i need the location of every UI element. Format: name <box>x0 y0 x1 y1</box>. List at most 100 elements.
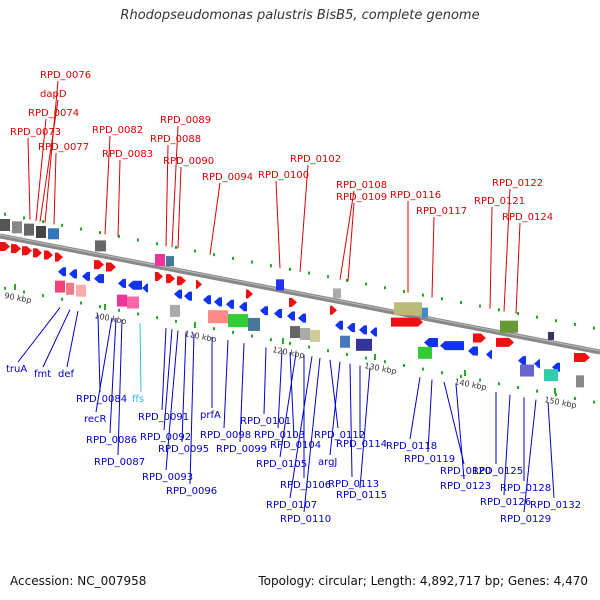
tick-mark <box>403 289 405 293</box>
reverse-gene-label: RPD_0086 <box>86 435 137 446</box>
forward-feature-box <box>24 223 34 236</box>
reverse-gene-arrow <box>298 313 306 323</box>
reverse-gene-label: RPD_0132 <box>530 500 581 511</box>
forward-gene-arrow <box>11 244 21 254</box>
forward-feature-box <box>500 320 518 333</box>
tick-mark <box>270 264 272 268</box>
reverse-gene-label: RPD_0123 <box>440 481 491 492</box>
reverse-gene-label: RPD_0126 <box>480 497 531 508</box>
tick-mark <box>498 382 500 386</box>
forward-gene-label: dapD <box>40 89 67 100</box>
forward-feature-box <box>422 307 428 318</box>
forward-label-line <box>209 182 221 255</box>
tick-mark <box>308 345 310 349</box>
tick-mark <box>479 378 481 382</box>
reverse-gene-label: RPD_0105 <box>256 459 307 470</box>
reverse-label-line <box>17 307 61 363</box>
scale-tick <box>554 388 556 394</box>
forward-gene-label: RPD_0117 <box>416 206 467 217</box>
tick-mark <box>346 278 348 282</box>
reverse-gene-label: ffs <box>132 394 144 405</box>
reverse-label-line <box>523 399 537 513</box>
reverse-gene-label: RPD_0099 <box>216 444 267 455</box>
tick-mark <box>251 334 253 338</box>
reverse-feature-box <box>208 310 228 324</box>
tick-mark <box>555 319 557 323</box>
reverse-feature-box <box>55 280 65 293</box>
forward-gene-arrow <box>33 248 42 258</box>
tick-mark <box>289 267 291 271</box>
forward-feature-box <box>276 279 284 291</box>
tick-mark <box>365 356 367 360</box>
forward-gene-label: RPD_0100 <box>258 170 309 181</box>
reverse-gene-arrow <box>260 306 268 316</box>
reverse-gene-label: RPD_0092 <box>140 432 191 443</box>
tick-mark <box>175 245 177 249</box>
reverse-gene-label: RPD_0107 <box>266 500 317 511</box>
reverse-label-line <box>289 356 313 499</box>
reverse-gene-arrow <box>226 299 234 309</box>
reverse-gene-arrow <box>58 267 66 277</box>
tick-mark <box>536 315 538 319</box>
tick-mark <box>99 231 101 235</box>
reverse-gene-arrow <box>69 269 77 279</box>
tick-mark <box>460 300 462 304</box>
reverse-gene-label: recR <box>84 414 107 425</box>
genome-summary-text: Topology: circular; Length: 4,892,717 bp… <box>258 574 588 588</box>
forward-gene-label: RPD_0122 <box>492 178 543 189</box>
reverse-label-line <box>117 319 123 456</box>
forward-label-line <box>165 144 169 247</box>
reverse-gene-label: RPD_0128 <box>500 483 551 494</box>
tick-mark <box>118 234 120 238</box>
forward-label-line <box>171 125 179 248</box>
reverse-label-line <box>547 401 555 499</box>
tick-mark <box>479 304 481 308</box>
reverse-gene-label: RPD_0093 <box>142 472 193 483</box>
reverse-gene-label: RPD_0091 <box>138 412 189 423</box>
reverse-label-line <box>329 361 341 456</box>
forward-feature-box <box>12 221 22 234</box>
reverse-feature-box <box>310 329 320 342</box>
reverse-label-line <box>223 340 229 429</box>
reverse-feature-box <box>76 284 86 297</box>
tick-mark <box>593 326 595 330</box>
scale-tick <box>104 304 106 310</box>
reverse-gene-label: RPD_0120 <box>440 466 491 477</box>
tick-mark <box>327 349 329 353</box>
scale-label: 140 kbp <box>454 377 488 392</box>
forward-gene-label: RPD_0089 <box>160 115 211 126</box>
forward-feature-box <box>394 302 422 316</box>
reverse-gene-arrow <box>203 295 211 305</box>
scale-label: 120 kbp <box>272 345 306 360</box>
forward-gene-arrow <box>155 271 163 281</box>
tick-mark <box>80 227 82 231</box>
tick-mark <box>384 286 386 290</box>
reverse-feature-box <box>170 304 180 317</box>
reverse-label-line <box>263 347 267 415</box>
reverse-feature-box <box>127 296 139 309</box>
reverse-gene-arrow <box>214 297 222 307</box>
forward-gene-arrow <box>106 262 116 272</box>
forward-gene-label: RPD_0090 <box>163 156 214 167</box>
tick-mark <box>384 360 386 364</box>
forward-label-line <box>503 188 511 312</box>
reverse-feature-box <box>340 335 350 348</box>
reverse-gene-label: fmt <box>34 369 51 380</box>
forward-gene-arrow <box>391 317 423 327</box>
reverse-label-line <box>409 377 421 440</box>
scale-tick <box>464 370 466 376</box>
forward-label-line <box>275 180 281 269</box>
tick-mark <box>403 363 405 367</box>
forward-label-line <box>44 80 59 223</box>
reverse-label-line <box>165 330 179 471</box>
reverse-gene-arrow <box>274 308 282 318</box>
reverse-gene-arrow <box>142 283 148 293</box>
tick-mark <box>422 367 424 371</box>
tick-mark <box>251 260 253 264</box>
tick-mark <box>327 275 329 279</box>
tick-marks <box>4 212 595 404</box>
forward-label-line <box>39 99 59 222</box>
forward-label-line <box>177 166 182 249</box>
reverse-gene-arrow <box>370 327 377 337</box>
forward-label-line <box>27 137 31 220</box>
